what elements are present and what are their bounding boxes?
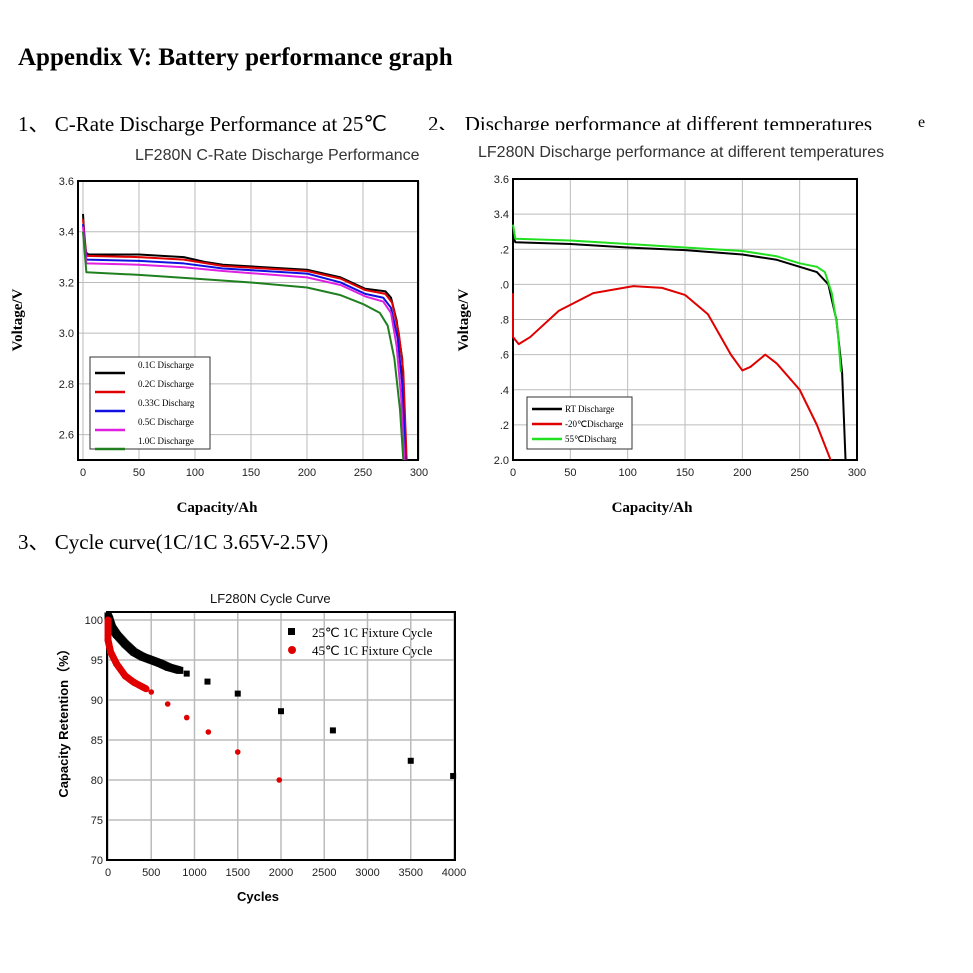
section-1-heading: 1、 C-Rate Discharge Performance at 25℃ xyxy=(18,112,387,136)
y-tick-label: 80 xyxy=(91,775,103,787)
y-tick-label: 3.6 xyxy=(59,176,74,188)
y-axis-title: Voltage/V xyxy=(10,288,26,351)
y-tick-label: .0 xyxy=(500,279,509,291)
y-tick-label: .8 xyxy=(500,315,509,327)
x-tick-label: 500 xyxy=(142,867,160,879)
y-tick-label: .2 xyxy=(500,244,509,256)
y-tick-label: 3.6 xyxy=(494,174,509,186)
plot-frame xyxy=(106,611,456,861)
x-tick-label: 0 xyxy=(105,867,111,879)
y-tick-label: 85 xyxy=(91,735,103,747)
chart1-title: LF280N C-Rate Discharge Performance xyxy=(135,147,420,164)
legend-label: 1.0C Discharge xyxy=(138,436,194,446)
x-tick-label: 3000 xyxy=(355,867,379,879)
legend-label: 0.33C Discharg xyxy=(138,398,195,408)
legend-marker xyxy=(288,628,295,635)
y-tick-label: 3.2 xyxy=(59,277,74,289)
x-axis-title: Capacity/Ah xyxy=(177,500,258,516)
y-tick-label: 100 xyxy=(85,615,103,627)
series-line xyxy=(82,231,405,461)
legend-label: 0.5C Discharge xyxy=(138,417,194,427)
x-tick-label: 200 xyxy=(733,467,751,479)
data-point xyxy=(164,701,171,707)
x-tick-label: 250 xyxy=(790,467,808,479)
x-tick-label: 50 xyxy=(564,467,576,479)
x-axis-title: Capacity/Ah xyxy=(612,500,693,516)
page-title: Appendix V: Battery performance graph xyxy=(18,44,453,71)
series-line xyxy=(82,226,406,461)
legend-marker xyxy=(288,646,296,654)
data-point xyxy=(176,666,184,674)
x-tick-label: 100 xyxy=(618,467,636,479)
x-tick-label: 2500 xyxy=(312,867,336,879)
chart2-title: LF280N Discharge performance at differen… xyxy=(478,144,885,161)
section-3-heading: 3、 Cycle curve(1C/1C 3.65V-2.5V) xyxy=(18,530,329,554)
x-tick-label: 1500 xyxy=(226,867,250,879)
legend-label: -20℃Discharge xyxy=(565,419,623,429)
x-tick-label: 200 xyxy=(298,467,316,479)
x-tick-label: 0 xyxy=(80,467,86,479)
series-line xyxy=(512,285,832,461)
x-tick-label: 100 xyxy=(186,467,204,479)
y-tick-label: 90 xyxy=(91,695,103,707)
data-point xyxy=(204,678,211,685)
x-tick-label: 300 xyxy=(848,467,866,479)
x-tick-label: 2000 xyxy=(269,867,293,879)
x-tick-label: 1000 xyxy=(182,867,206,879)
section-2-tail: e xyxy=(918,114,926,131)
legend-label: RT Discharge xyxy=(565,404,614,414)
data-point xyxy=(276,777,283,783)
data-point xyxy=(234,749,241,755)
data-point xyxy=(407,757,414,764)
x-tick-label: 50 xyxy=(133,467,145,479)
legend-label: 25℃ 1C Fixture Cycle xyxy=(312,625,433,640)
y-tick-label: 2.6 xyxy=(59,430,74,442)
data-point xyxy=(142,685,150,693)
series-line xyxy=(512,224,842,373)
data-point xyxy=(450,773,457,779)
legend-label: 0.2C Discharge xyxy=(138,379,194,389)
y-tick-label: 3.4 xyxy=(59,227,74,239)
section-2-heading: 2、 Discharge performance at different te… xyxy=(428,112,873,130)
data-point xyxy=(278,708,284,715)
y-tick-label: 70 xyxy=(91,855,103,867)
x-tick-label: 150 xyxy=(242,467,260,479)
data-point xyxy=(183,670,190,677)
x-tick-label: 300 xyxy=(410,467,428,479)
x-tick-label: 250 xyxy=(354,467,372,479)
data-point xyxy=(205,729,212,735)
y-tick-label: 75 xyxy=(91,815,103,827)
series-line xyxy=(82,218,408,461)
legend-label: 0.1C Discharge xyxy=(138,360,194,370)
y-tick-label: .6 xyxy=(500,350,509,362)
y-tick-label: .2 xyxy=(500,420,509,432)
legend-label: 55℃Discharg xyxy=(565,434,617,444)
y-tick-label: 95 xyxy=(91,655,103,667)
x-tick-label: 4000 xyxy=(442,867,466,879)
x-tick-label: 0 xyxy=(510,467,516,479)
legend-label: 45℃ 1C Fixture Cycle xyxy=(312,643,433,658)
data-point xyxy=(148,689,155,695)
y-axis-title: Voltage/V xyxy=(456,288,472,351)
x-axis-title: Cycles xyxy=(237,889,279,904)
series-line xyxy=(82,224,407,461)
x-tick-label: 150 xyxy=(676,467,694,479)
x-tick-label: 3500 xyxy=(399,867,423,879)
y-axis-title: Capacity Retention（%） xyxy=(56,642,71,797)
y-tick-label: 3.4 xyxy=(494,209,509,221)
plot-frame xyxy=(77,180,419,461)
data-point xyxy=(183,714,190,721)
y-tick-label: 3.0 xyxy=(59,328,74,340)
y-tick-label: .4 xyxy=(500,385,509,397)
data-point xyxy=(329,727,336,734)
data-point xyxy=(234,690,241,697)
chart3-title: LF280N Cycle Curve xyxy=(210,591,331,606)
y-tick-label: 2.8 xyxy=(59,379,74,391)
y-tick-label: 2.0 xyxy=(494,455,509,467)
